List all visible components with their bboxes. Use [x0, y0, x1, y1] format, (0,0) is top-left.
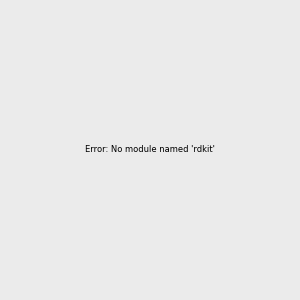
Text: Error: No module named 'rdkit': Error: No module named 'rdkit' — [85, 146, 215, 154]
